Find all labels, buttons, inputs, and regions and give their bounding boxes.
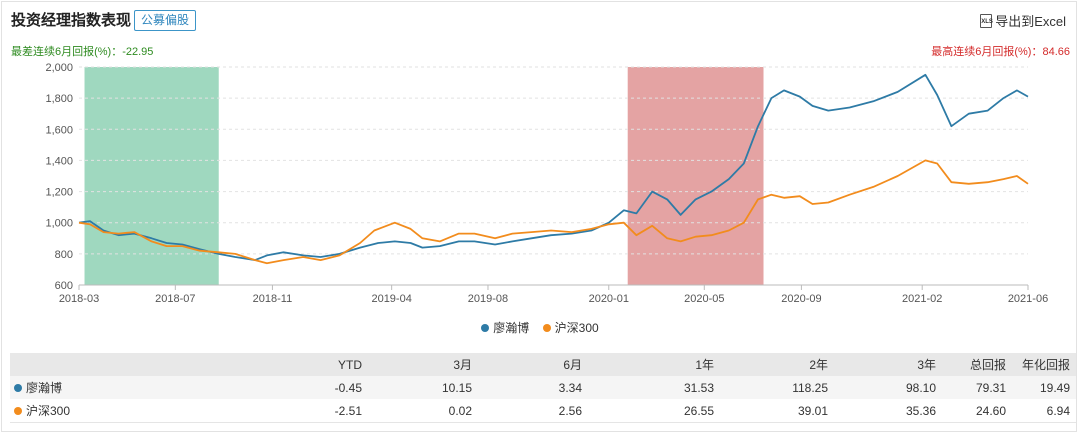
y-tick-label: 600: [55, 280, 73, 292]
legend-label-index: 沪深300: [554, 321, 599, 335]
worst-period-band: [84, 67, 219, 285]
export-label: 导出到Excel: [995, 14, 1066, 29]
row-label: 廖瀚博: [26, 381, 63, 395]
series-dot: [14, 384, 22, 392]
x-tick-label: 2020-09: [781, 293, 821, 305]
y-tick-label: 1,200: [45, 187, 73, 199]
category-badge[interactable]: 公募偏股: [134, 10, 197, 31]
x-tick-label: 2020-05: [684, 293, 724, 305]
table-cell: 19.49: [1012, 376, 1076, 399]
table-cell: 79.31: [942, 376, 1012, 399]
chart-legend: 廖瀚博 沪深300: [0, 319, 1080, 336]
table-header-cell: 6月: [478, 353, 588, 376]
x-tick-label: 2018-07: [155, 293, 195, 305]
y-tick-label: 1,800: [45, 93, 73, 105]
row-name: 廖瀚博: [10, 376, 273, 399]
legend-item-index[interactable]: 沪深300: [542, 321, 599, 335]
x-tick-label: 2020-01: [589, 293, 629, 305]
table-row: 沪深300 -2.51 0.02 2.56 26.55 39.01 35.36 …: [10, 399, 1076, 423]
table-cell: 26.55: [588, 399, 720, 423]
excel-export-icon: XLS: [980, 13, 993, 28]
series-line-manager: [78, 73, 1029, 262]
best-6m-return: 最高连续6月回报(%)：84.66: [931, 46, 1070, 58]
table-header-cell: 年化回报: [1012, 353, 1076, 376]
performance-table: YTD 3月 6月 1年 2年 3年 总回报 年化回报 廖瀚博 -0.45 10…: [10, 353, 1076, 423]
y-tick-label: 800: [55, 249, 73, 261]
y-tick-label: 1,600: [45, 124, 73, 136]
page-title: 投资经理指数表现: [11, 12, 132, 29]
table-cell: 39.01: [720, 399, 834, 423]
table-cell: 31.53: [588, 376, 720, 399]
table-header-cell: 2年: [720, 353, 834, 376]
legend-label-manager: 廖瀚博: [493, 321, 530, 335]
x-tick-label: 2018-11: [253, 293, 293, 305]
table-header-cell: 3月: [368, 353, 478, 376]
table-header-cell: YTD: [273, 353, 368, 376]
y-tick-label: 2,000: [45, 62, 73, 74]
y-tick-label: 1,400: [45, 155, 73, 167]
table-cell: -0.45: [273, 376, 368, 399]
legend-item-manager[interactable]: 廖瀚博: [481, 321, 532, 335]
table-cell: 118.25: [720, 376, 834, 399]
worst-6m-return: 最差连续6月回报(%)：-22.95: [11, 46, 154, 58]
best-period-band: [627, 67, 764, 285]
table-cell: 0.02: [368, 399, 478, 423]
table-cell: 98.10: [834, 376, 942, 399]
table-row: 廖瀚博 -0.45 10.15 3.34 31.53 118.25 98.10 …: [10, 376, 1076, 399]
row-name: 沪深300: [10, 399, 273, 423]
x-tick-label: 2021-02: [902, 293, 942, 305]
table-header-cell: 总回报: [942, 353, 1012, 376]
legend-dot-index: [542, 324, 551, 332]
table-header-cell: 1年: [588, 353, 720, 376]
table-header-cell: 3年: [834, 353, 942, 376]
legend-dot-manager: [481, 324, 490, 332]
line-chart: 600 800 1,000 1,200 1,400 1,600 1,800 2,000 2018…: [45, 62, 1048, 305]
table-cell: 24.60: [942, 399, 1012, 423]
x-tick-label: 2021-06: [1008, 293, 1048, 305]
table-cell: 6.94: [1012, 399, 1076, 423]
series-line-index: [78, 159, 1029, 265]
x-tick-label: 2019-04: [371, 293, 411, 305]
table-cell: 2.56: [478, 399, 588, 423]
table-cell: -2.51: [273, 399, 368, 423]
row-label: 沪深300: [26, 404, 71, 418]
y-tick-label: 1,000: [45, 218, 73, 230]
table-cell: 35.36: [834, 399, 942, 423]
series-dot: [14, 407, 22, 415]
table-cell: 10.15: [368, 376, 478, 399]
export-excel-button[interactable]: XLS 导出到Excel: [980, 11, 1066, 30]
table-header-cell: [10, 353, 273, 376]
x-tick-label: 2018-03: [59, 293, 99, 305]
table-cell: 3.34: [478, 376, 588, 399]
table-header-row: YTD 3月 6月 1年 2年 3年 总回报 年化回报: [10, 353, 1076, 376]
x-tick-label: 2019-08: [468, 293, 508, 305]
